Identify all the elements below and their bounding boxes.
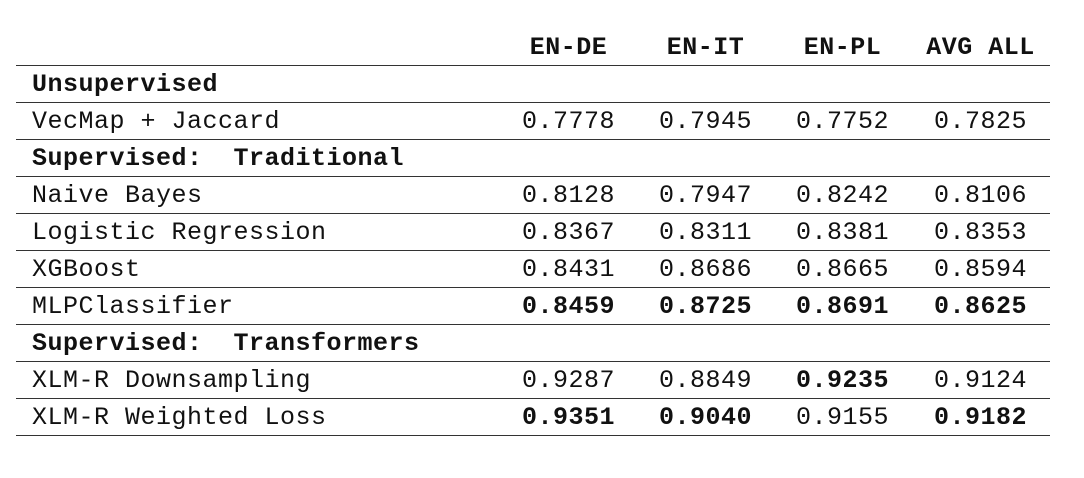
score-cell: 0.8106 [933,180,1027,210]
table-row: XLM-R Weighted Loss 0.9351 0.9040 0.9155 0.9… [16,399,1050,436]
score-cell: 0.7945 [658,106,752,136]
score-cell: 0.7778 [521,106,615,136]
score-cell: 0.8353 [933,217,1027,247]
score-cell: 0.8691 [795,291,889,321]
column-header-en-de: EN-DE [529,33,608,62]
method-name-cell: Naive Bayes [32,180,203,210]
score-cell: 0.8311 [658,217,752,247]
results-table: EN-DE EN-IT EN-PL AVG ALL Unsupervised Ve… [16,30,1050,436]
column-header-en-it: EN-IT [666,33,745,62]
section-title: Supervised: Traditional [32,143,405,173]
section-header-row: Unsupervised [16,66,1050,103]
table-row: XGBoost 0.8431 0.8686 0.8665 0.8594 [16,251,1050,288]
score-cell: 0.8367 [521,217,615,247]
method-name-cell: Logistic Regression [32,217,327,247]
column-header-avg-all: AVG ALL [926,33,1035,62]
score-cell: 0.9155 [795,402,889,432]
score-cell: 0.8686 [658,254,752,284]
score-cell: 0.8625 [933,291,1027,321]
score-cell: 0.8849 [658,365,752,395]
table-row: MLPClassifier 0.8459 0.8725 0.8691 0.8625 [16,288,1050,325]
score-cell: 0.8665 [795,254,889,284]
section-header-row: Supervised: Transformers [16,325,1050,362]
score-cell: 0.9124 [933,365,1027,395]
score-cell: 0.8381 [795,217,889,247]
table-row: Naive Bayes 0.8128 0.7947 0.8242 0.8106 [16,177,1050,214]
method-name-cell: XGBoost [32,254,141,284]
method-name-cell: VecMap + Jaccard [32,106,281,136]
score-cell: 0.9235 [795,365,889,395]
score-cell: 0.7752 [795,106,889,136]
score-cell: 0.8242 [795,180,889,210]
score-cell: 0.9287 [521,365,615,395]
column-header-en-pl: EN-PL [803,33,882,62]
section-title: Supervised: Transformers [32,328,420,358]
table-header-row: EN-DE EN-IT EN-PL AVG ALL [16,30,1050,66]
table-row: XLM-R Downsampling 0.9287 0.8849 0.9235 0.91… [16,362,1050,399]
section-title: Unsupervised [32,69,219,99]
score-cell: 0.8128 [521,180,615,210]
score-cell: 0.7825 [933,106,1027,136]
table-row: Logistic Regression 0.8367 0.8311 0.8381 0.8… [16,214,1050,251]
score-cell: 0.9351 [521,402,615,432]
section-header-row: Supervised: Traditional [16,140,1050,177]
score-cell: 0.9182 [933,402,1027,432]
method-name-cell: MLPClassifier [32,291,234,321]
score-cell: 0.8594 [933,254,1027,284]
score-cell: 0.7947 [658,180,752,210]
score-cell: 0.8431 [521,254,615,284]
score-cell: 0.8459 [521,291,615,321]
table-row: VecMap + Jaccard 0.7778 0.7945 0.7752 0.7825 [16,103,1050,140]
score-cell: 0.9040 [658,402,752,432]
method-name-cell: XLM-R Weighted Loss [32,402,327,432]
method-name-cell: XLM-R Downsampling [32,365,312,395]
score-cell: 0.8725 [658,291,752,321]
